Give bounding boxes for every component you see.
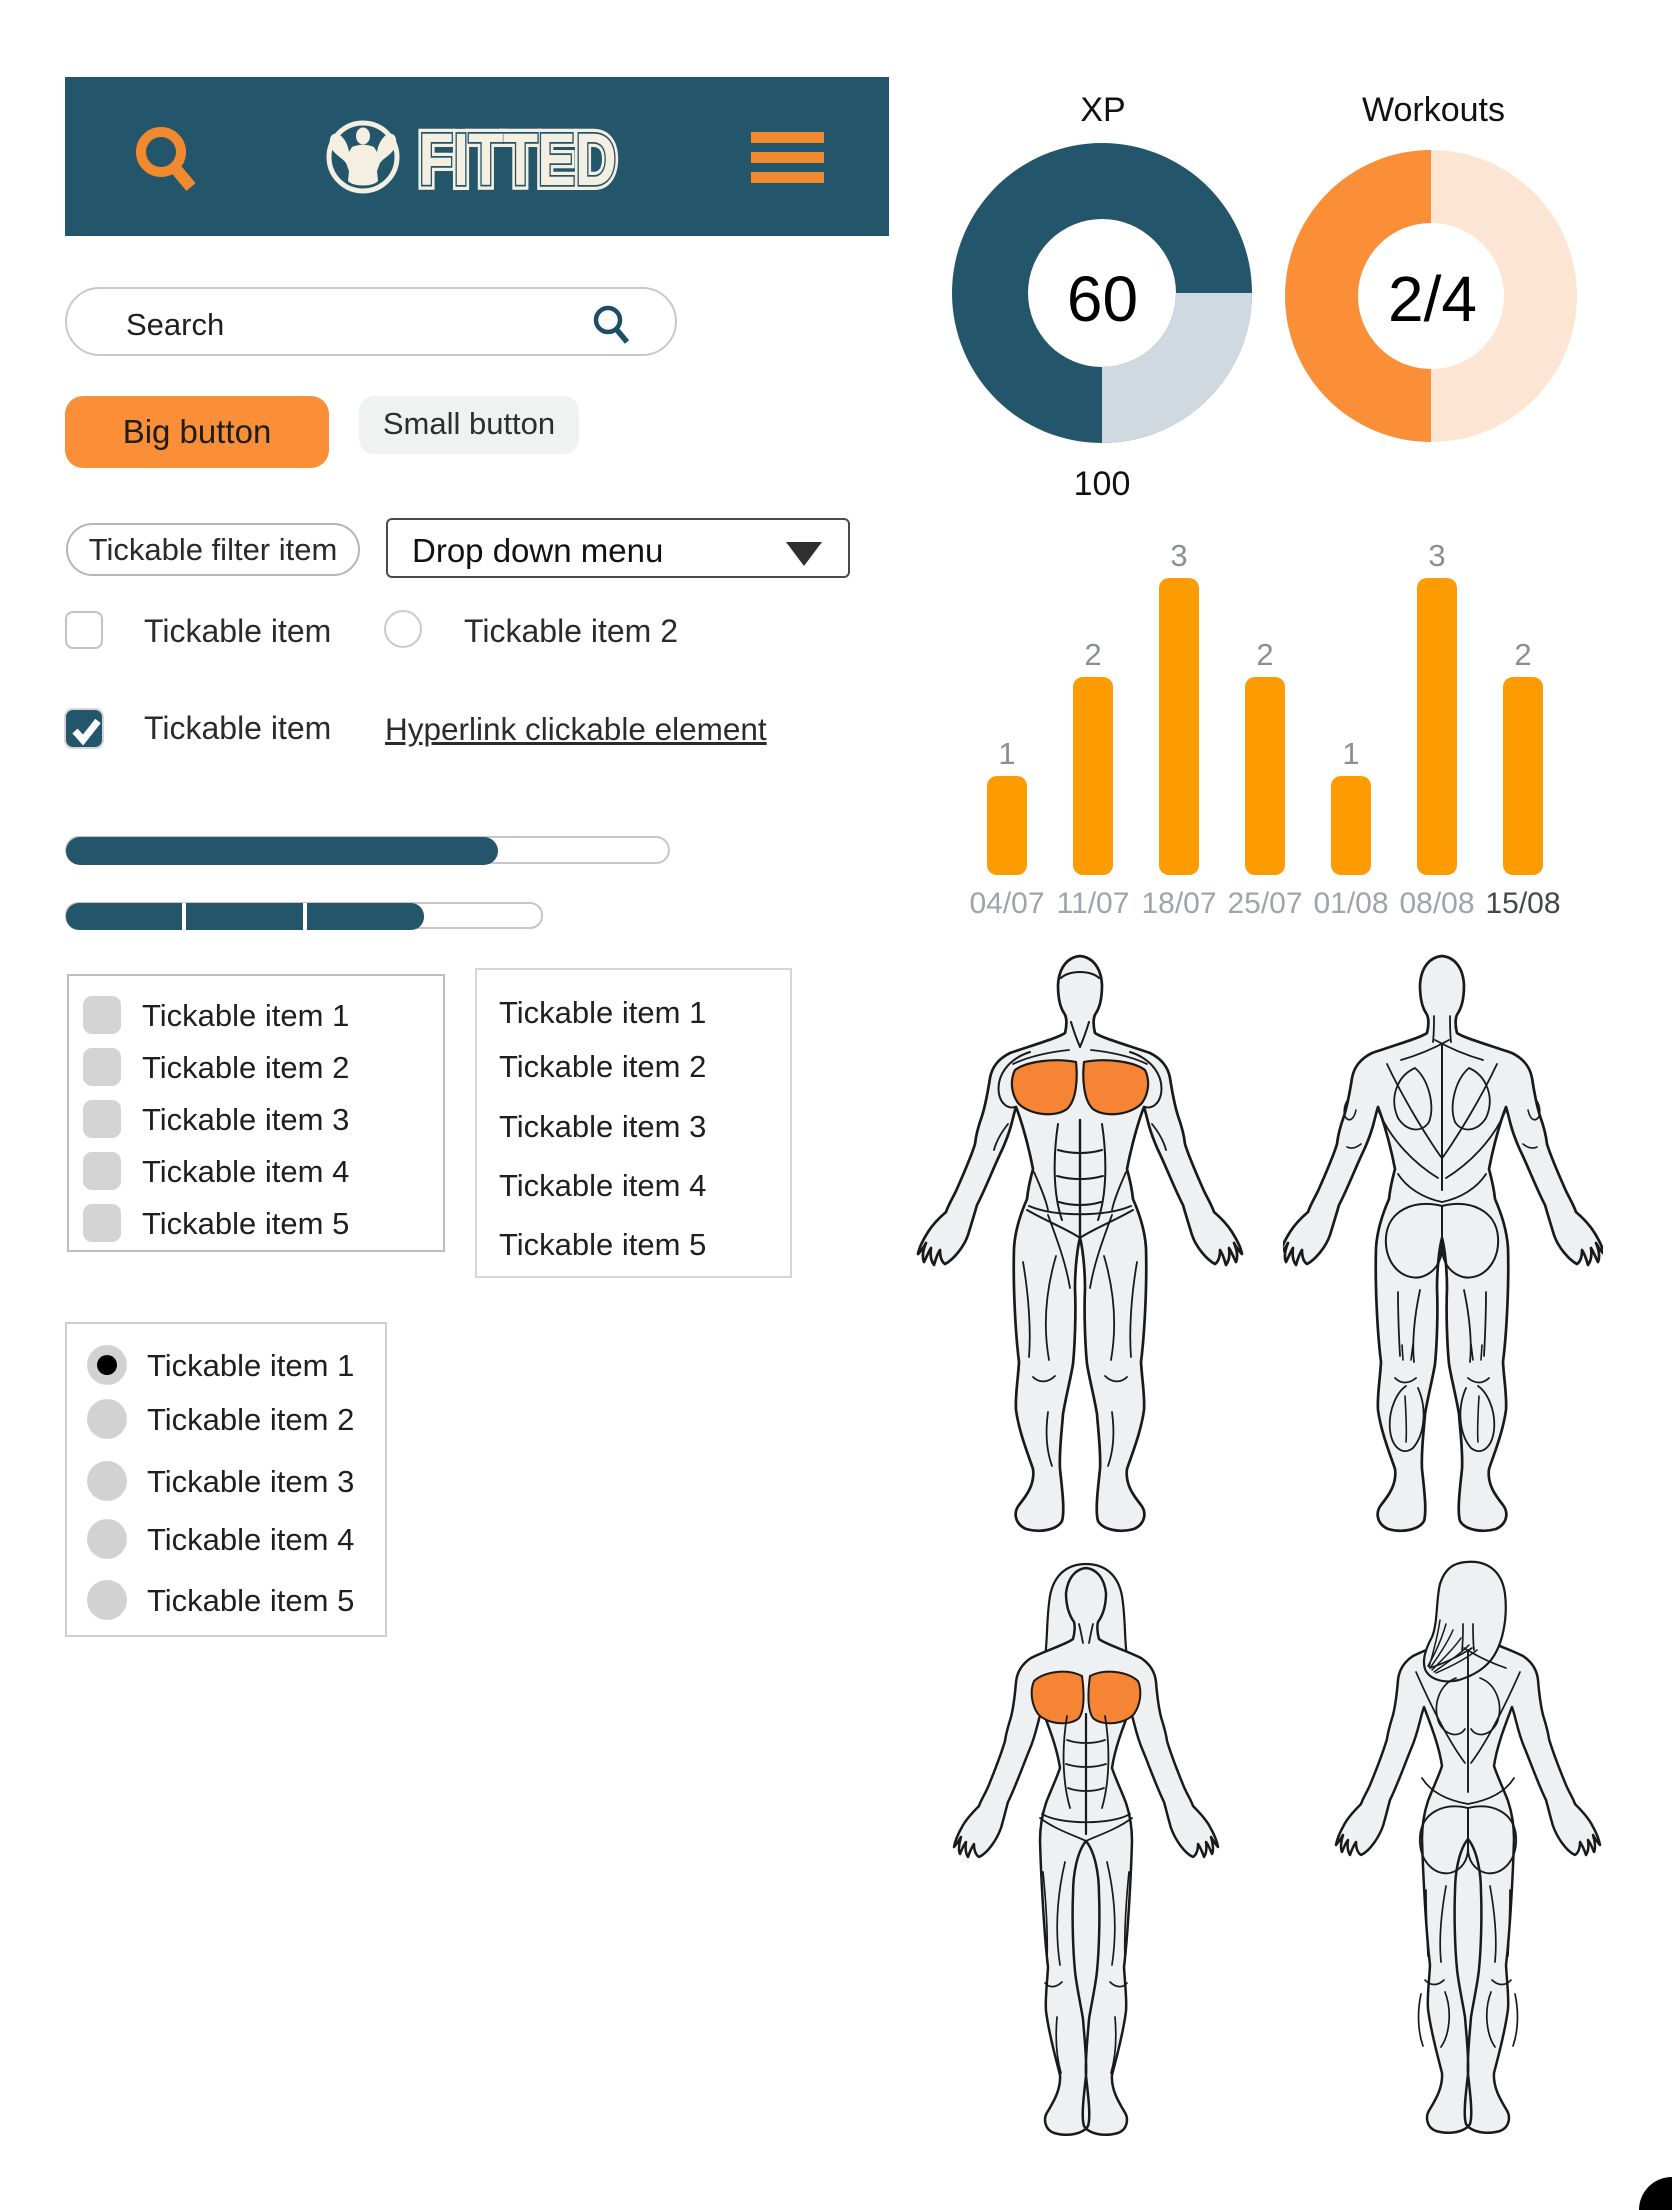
svg-text:FITTED: FITTED [419, 122, 616, 198]
svg-text:FITTED: FITTED [419, 122, 616, 198]
